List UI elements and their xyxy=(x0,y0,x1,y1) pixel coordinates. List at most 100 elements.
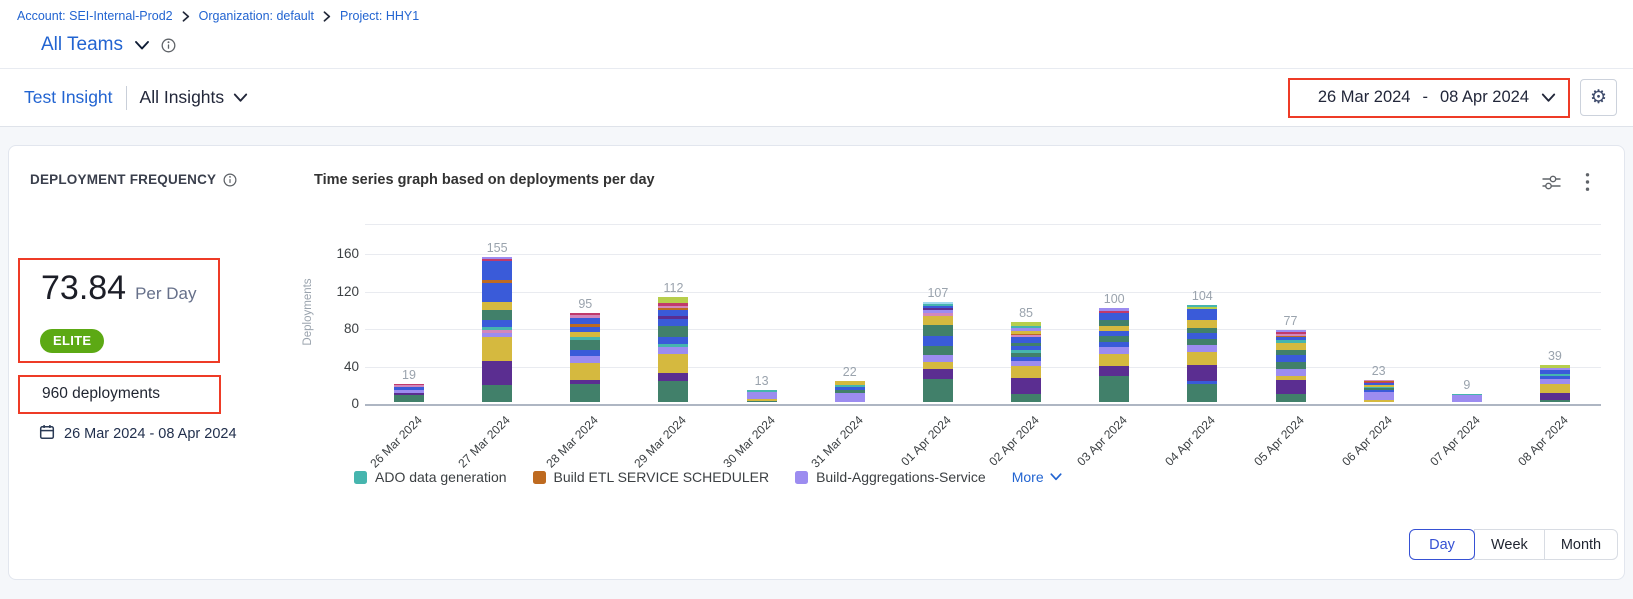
bar-segment[interactable] xyxy=(834,385,865,388)
bar-segment[interactable] xyxy=(1011,357,1042,361)
bar-segment[interactable] xyxy=(1011,322,1042,327)
bar-segment[interactable] xyxy=(922,305,953,309)
info-icon[interactable] xyxy=(223,173,237,187)
bar-segment[interactable] xyxy=(1275,333,1306,336)
bar-segment[interactable] xyxy=(1187,309,1218,321)
bar-segment[interactable] xyxy=(1187,327,1218,333)
bar-01-apr-2024[interactable] xyxy=(922,301,953,402)
bar-segment[interactable] xyxy=(1275,343,1306,350)
bar-segment[interactable] xyxy=(1363,389,1394,392)
bar-segment[interactable] xyxy=(1011,326,1042,328)
bar-segment[interactable] xyxy=(1011,377,1042,394)
breadcrumb-account-link[interactable]: Account: SEI-Internal-Prod2 xyxy=(17,9,173,23)
bar-segment[interactable] xyxy=(482,261,513,281)
bar-segment[interactable] xyxy=(1011,335,1042,338)
bar-04-apr-2024[interactable] xyxy=(1187,304,1218,402)
bar-segment[interactable] xyxy=(1275,349,1306,356)
bar-segment[interactable] xyxy=(394,385,424,388)
bar-segment[interactable] xyxy=(1363,382,1394,384)
bar-segment[interactable] xyxy=(1099,311,1130,313)
bar-segment[interactable] xyxy=(570,314,601,318)
bar-segment[interactable] xyxy=(482,256,513,259)
bar-segment[interactable] xyxy=(1099,326,1130,331)
bar-08-apr-2024[interactable] xyxy=(1539,365,1570,402)
bar-segment[interactable] xyxy=(482,280,513,283)
bar-segment[interactable] xyxy=(570,327,601,332)
bar-segment[interactable] xyxy=(1363,383,1394,386)
bar-segment[interactable] xyxy=(1187,381,1218,385)
bar-segment[interactable] xyxy=(1099,342,1130,347)
bar-segment[interactable] xyxy=(658,318,689,327)
bar-segment[interactable] xyxy=(658,381,689,402)
bar-segment[interactable] xyxy=(570,313,601,315)
bar-segment[interactable] xyxy=(482,310,513,320)
bar-segment[interactable] xyxy=(482,301,513,311)
bar-segment[interactable] xyxy=(922,336,953,346)
bar-segment[interactable] xyxy=(1099,346,1130,355)
bar-segment[interactable] xyxy=(1539,365,1570,369)
legend-more-link[interactable]: More xyxy=(1012,469,1062,485)
bar-segment[interactable] xyxy=(1011,328,1042,331)
breadcrumb-project-link[interactable]: Project: HHY1 xyxy=(340,9,420,23)
bar-segment[interactable] xyxy=(1099,366,1130,376)
bar-segment[interactable] xyxy=(922,345,953,356)
bar-segment[interactable] xyxy=(746,389,777,392)
bar-03-apr-2024[interactable] xyxy=(1099,308,1130,402)
bar-segment[interactable] xyxy=(394,384,424,386)
bar-segment[interactable] xyxy=(1011,360,1042,367)
bar-segment[interactable] xyxy=(1275,335,1306,338)
bar-segment[interactable] xyxy=(1539,373,1570,376)
bar-segment[interactable] xyxy=(1099,308,1130,312)
bar-segment[interactable] xyxy=(1539,370,1570,374)
bar-segment[interactable] xyxy=(922,301,953,304)
bar-segment[interactable] xyxy=(1011,330,1042,334)
bar-segment[interactable] xyxy=(1275,340,1306,343)
bar-segment[interactable] xyxy=(746,391,777,400)
bar-29-mar-2024[interactable] xyxy=(658,297,689,402)
bar-segment[interactable] xyxy=(1011,342,1042,346)
bar-segment[interactable] xyxy=(482,360,513,386)
bar-segment[interactable] xyxy=(658,310,689,316)
bar-segment[interactable] xyxy=(922,315,953,326)
bar-segment[interactable] xyxy=(1275,375,1306,380)
bar-segment[interactable] xyxy=(1451,393,1482,395)
bar-segment[interactable] xyxy=(1099,320,1130,327)
bar-segment[interactable] xyxy=(1275,369,1306,376)
team-selector[interactable]: All Teams xyxy=(41,34,124,55)
bar-segment[interactable] xyxy=(394,387,424,390)
bar-segment[interactable] xyxy=(658,297,689,303)
bar-segment[interactable] xyxy=(1539,384,1570,393)
bar-segment[interactable] xyxy=(658,326,689,338)
bar-segment[interactable] xyxy=(570,379,601,385)
granularity-day-button[interactable]: Day xyxy=(1409,529,1475,560)
bar-segment[interactable] xyxy=(834,381,865,386)
bar-07-apr-2024[interactable] xyxy=(1451,393,1482,402)
bar-segment[interactable] xyxy=(922,369,953,379)
bar-segment[interactable] xyxy=(1363,385,1394,387)
bar-segment[interactable] xyxy=(922,378,953,402)
bar-segment[interactable] xyxy=(658,346,689,355)
bar-segment[interactable] xyxy=(922,355,953,362)
bar-segment[interactable] xyxy=(482,258,513,262)
bar-segment[interactable] xyxy=(1011,345,1042,351)
bar-segment[interactable] xyxy=(1539,375,1570,379)
filter-sliders-icon[interactable] xyxy=(1541,173,1562,197)
bar-segment[interactable] xyxy=(1363,380,1394,382)
bar-segment[interactable] xyxy=(1187,344,1218,353)
bar-segment[interactable] xyxy=(1451,394,1482,402)
bar-02-apr-2024[interactable] xyxy=(1011,322,1042,402)
granularity-month-button[interactable]: Month xyxy=(1543,529,1619,560)
date-range-selector[interactable]: 26 Mar 2024 - 08 Apr 2024 xyxy=(1318,88,1556,107)
bar-segment[interactable] xyxy=(922,312,953,316)
granularity-week-button[interactable]: Week xyxy=(1474,529,1545,560)
bar-segment[interactable] xyxy=(1187,339,1218,345)
bar-segment[interactable] xyxy=(482,319,513,328)
bar-segment[interactable] xyxy=(1011,366,1042,378)
bar-segment[interactable] xyxy=(482,282,513,302)
bar-segment[interactable] xyxy=(570,384,601,402)
bar-segment[interactable] xyxy=(1363,387,1394,390)
bar-segment[interactable] xyxy=(1011,337,1042,343)
bar-segment[interactable] xyxy=(1275,379,1306,394)
bar-segment[interactable] xyxy=(1539,400,1570,402)
bar-segment[interactable] xyxy=(922,308,953,311)
